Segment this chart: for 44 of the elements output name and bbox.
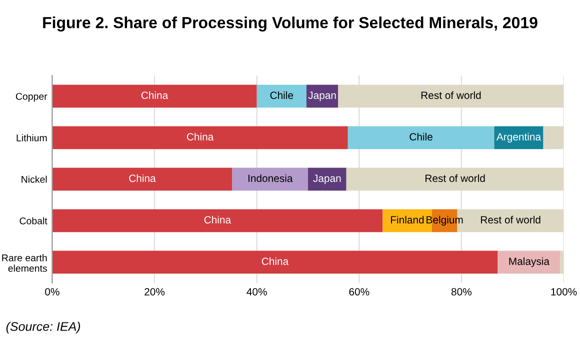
bar: [52, 126, 348, 150]
bar: [52, 84, 257, 108]
bar: [494, 126, 544, 150]
y-tick-label: Cobalt: [20, 217, 48, 224]
y-tick-label: Copper: [16, 92, 48, 102]
text: (Source: IEA): [6, 322, 80, 334]
bar: [338, 84, 564, 108]
y-tick-label: Rare earth elements: [2, 254, 47, 272]
bar: [346, 168, 564, 191]
bar: [308, 168, 346, 191]
bar: [498, 250, 560, 274]
x-tick-label: 20%: [144, 288, 165, 296]
bar: [52, 168, 232, 191]
x-tick-label: 80%: [451, 288, 472, 296]
data-label: Japan: [308, 92, 336, 102]
bar: [256, 84, 306, 108]
x-tick-label: 60%: [349, 288, 370, 296]
data-label: China: [262, 257, 289, 266]
data-label: Chile: [410, 132, 432, 141]
data-label: China: [141, 91, 168, 100]
y-tick-label: Nickel: [22, 176, 47, 183]
data-label: Malaysia: [509, 257, 550, 268]
data-label: China: [204, 216, 232, 224]
bar: [348, 126, 494, 150]
data-label: Chile: [270, 91, 294, 100]
data-label: Indonesia: [248, 174, 293, 182]
x-tick-label: 100%: [551, 288, 577, 296]
bar: [543, 126, 564, 150]
data-label: Japan: [313, 174, 341, 184]
data-label: Rest of world: [481, 216, 540, 224]
data-label: Argentina: [496, 132, 542, 143]
bar: [560, 250, 564, 274]
bar: [52, 209, 383, 232]
chart-title: Figure 2. Share of Processing Volume for Selected Minerals, 2019: [43, 16, 538, 32]
bar: [52, 250, 498, 274]
data-label: Finland: [390, 216, 424, 224]
bar: [232, 168, 308, 191]
x-tick-label: 40%: [246, 288, 267, 296]
x-tick-label: 0%: [45, 288, 60, 296]
y-tick-label: Lithium: [16, 134, 47, 142]
data-label: Rest of world: [421, 91, 481, 100]
data-label: Rest of world: [426, 174, 485, 182]
data-label: China: [129, 174, 156, 182]
data-label: China: [186, 132, 214, 141]
